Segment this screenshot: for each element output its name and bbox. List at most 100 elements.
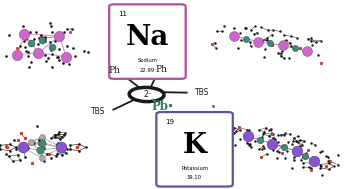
Point — [14, 46, 20, 49]
Point — [318, 61, 323, 64]
Text: Potassium: Potassium — [181, 166, 208, 171]
Point — [62, 133, 67, 136]
Point — [36, 139, 42, 142]
Point — [279, 145, 285, 148]
Point — [301, 139, 307, 143]
Point — [63, 132, 68, 135]
Point — [24, 49, 29, 52]
Point — [64, 147, 70, 150]
Point — [313, 160, 318, 163]
Point — [275, 51, 281, 54]
Point — [279, 43, 285, 46]
Point — [309, 39, 314, 42]
Point — [47, 41, 53, 44]
Point — [72, 54, 77, 57]
Point — [267, 129, 272, 132]
Point — [264, 152, 270, 155]
Point — [308, 169, 314, 172]
Point — [252, 139, 258, 142]
Text: 39.10: 39.10 — [187, 175, 202, 180]
Point — [237, 137, 243, 140]
Point — [45, 153, 50, 156]
Point — [15, 153, 20, 156]
Point — [237, 32, 243, 35]
Point — [297, 46, 302, 49]
Point — [282, 131, 287, 134]
Point — [60, 153, 65, 156]
Point — [257, 138, 263, 141]
Point — [258, 26, 263, 29]
Point — [265, 39, 270, 42]
Point — [290, 140, 296, 143]
Point — [57, 137, 62, 140]
Point — [50, 46, 55, 49]
Point — [269, 33, 274, 36]
Point — [4, 146, 10, 149]
Point — [11, 138, 17, 141]
Point — [259, 155, 264, 158]
Point — [232, 132, 237, 135]
Point — [312, 143, 318, 146]
Point — [317, 167, 323, 170]
Point — [275, 134, 280, 137]
Point — [276, 150, 281, 153]
Point — [47, 22, 52, 25]
Point — [29, 161, 35, 164]
Point — [21, 39, 27, 42]
Point — [289, 142, 295, 145]
Point — [244, 141, 250, 144]
Point — [17, 45, 22, 48]
Point — [308, 167, 314, 170]
Point — [262, 47, 268, 50]
Point — [323, 155, 328, 158]
Point — [54, 142, 60, 145]
Point — [285, 140, 291, 143]
Point — [270, 132, 276, 135]
Point — [281, 33, 287, 36]
Point — [64, 55, 69, 58]
Point — [275, 141, 281, 144]
Point — [271, 145, 277, 148]
Point — [302, 155, 307, 158]
Point — [41, 147, 47, 150]
Point — [247, 142, 253, 145]
Point — [35, 43, 40, 46]
Point — [265, 29, 270, 32]
Point — [278, 52, 283, 55]
Point — [38, 138, 43, 141]
Point — [3, 145, 9, 148]
Point — [291, 137, 297, 140]
Point — [59, 136, 65, 139]
Point — [320, 173, 325, 176]
Point — [231, 27, 237, 30]
Point — [282, 133, 287, 136]
Point — [39, 156, 45, 159]
Point — [280, 44, 285, 47]
Point — [257, 128, 262, 131]
Point — [279, 55, 284, 58]
Point — [7, 149, 13, 152]
Point — [259, 39, 264, 42]
Point — [335, 154, 341, 157]
Point — [41, 159, 47, 162]
Point — [298, 158, 304, 161]
Point — [303, 154, 308, 157]
Point — [26, 146, 31, 149]
Point — [231, 34, 237, 37]
Point — [259, 155, 264, 158]
Point — [210, 42, 215, 45]
Point — [52, 136, 57, 139]
Point — [70, 47, 76, 50]
Point — [29, 42, 34, 45]
Point — [53, 155, 59, 158]
Text: 22.99: 22.99 — [140, 68, 155, 73]
Point — [236, 126, 242, 129]
Point — [287, 56, 292, 59]
Point — [291, 156, 296, 159]
Point — [210, 42, 215, 45]
Point — [326, 160, 331, 163]
Point — [17, 158, 23, 161]
Point — [248, 44, 254, 47]
Point — [297, 144, 303, 147]
Point — [299, 143, 305, 146]
